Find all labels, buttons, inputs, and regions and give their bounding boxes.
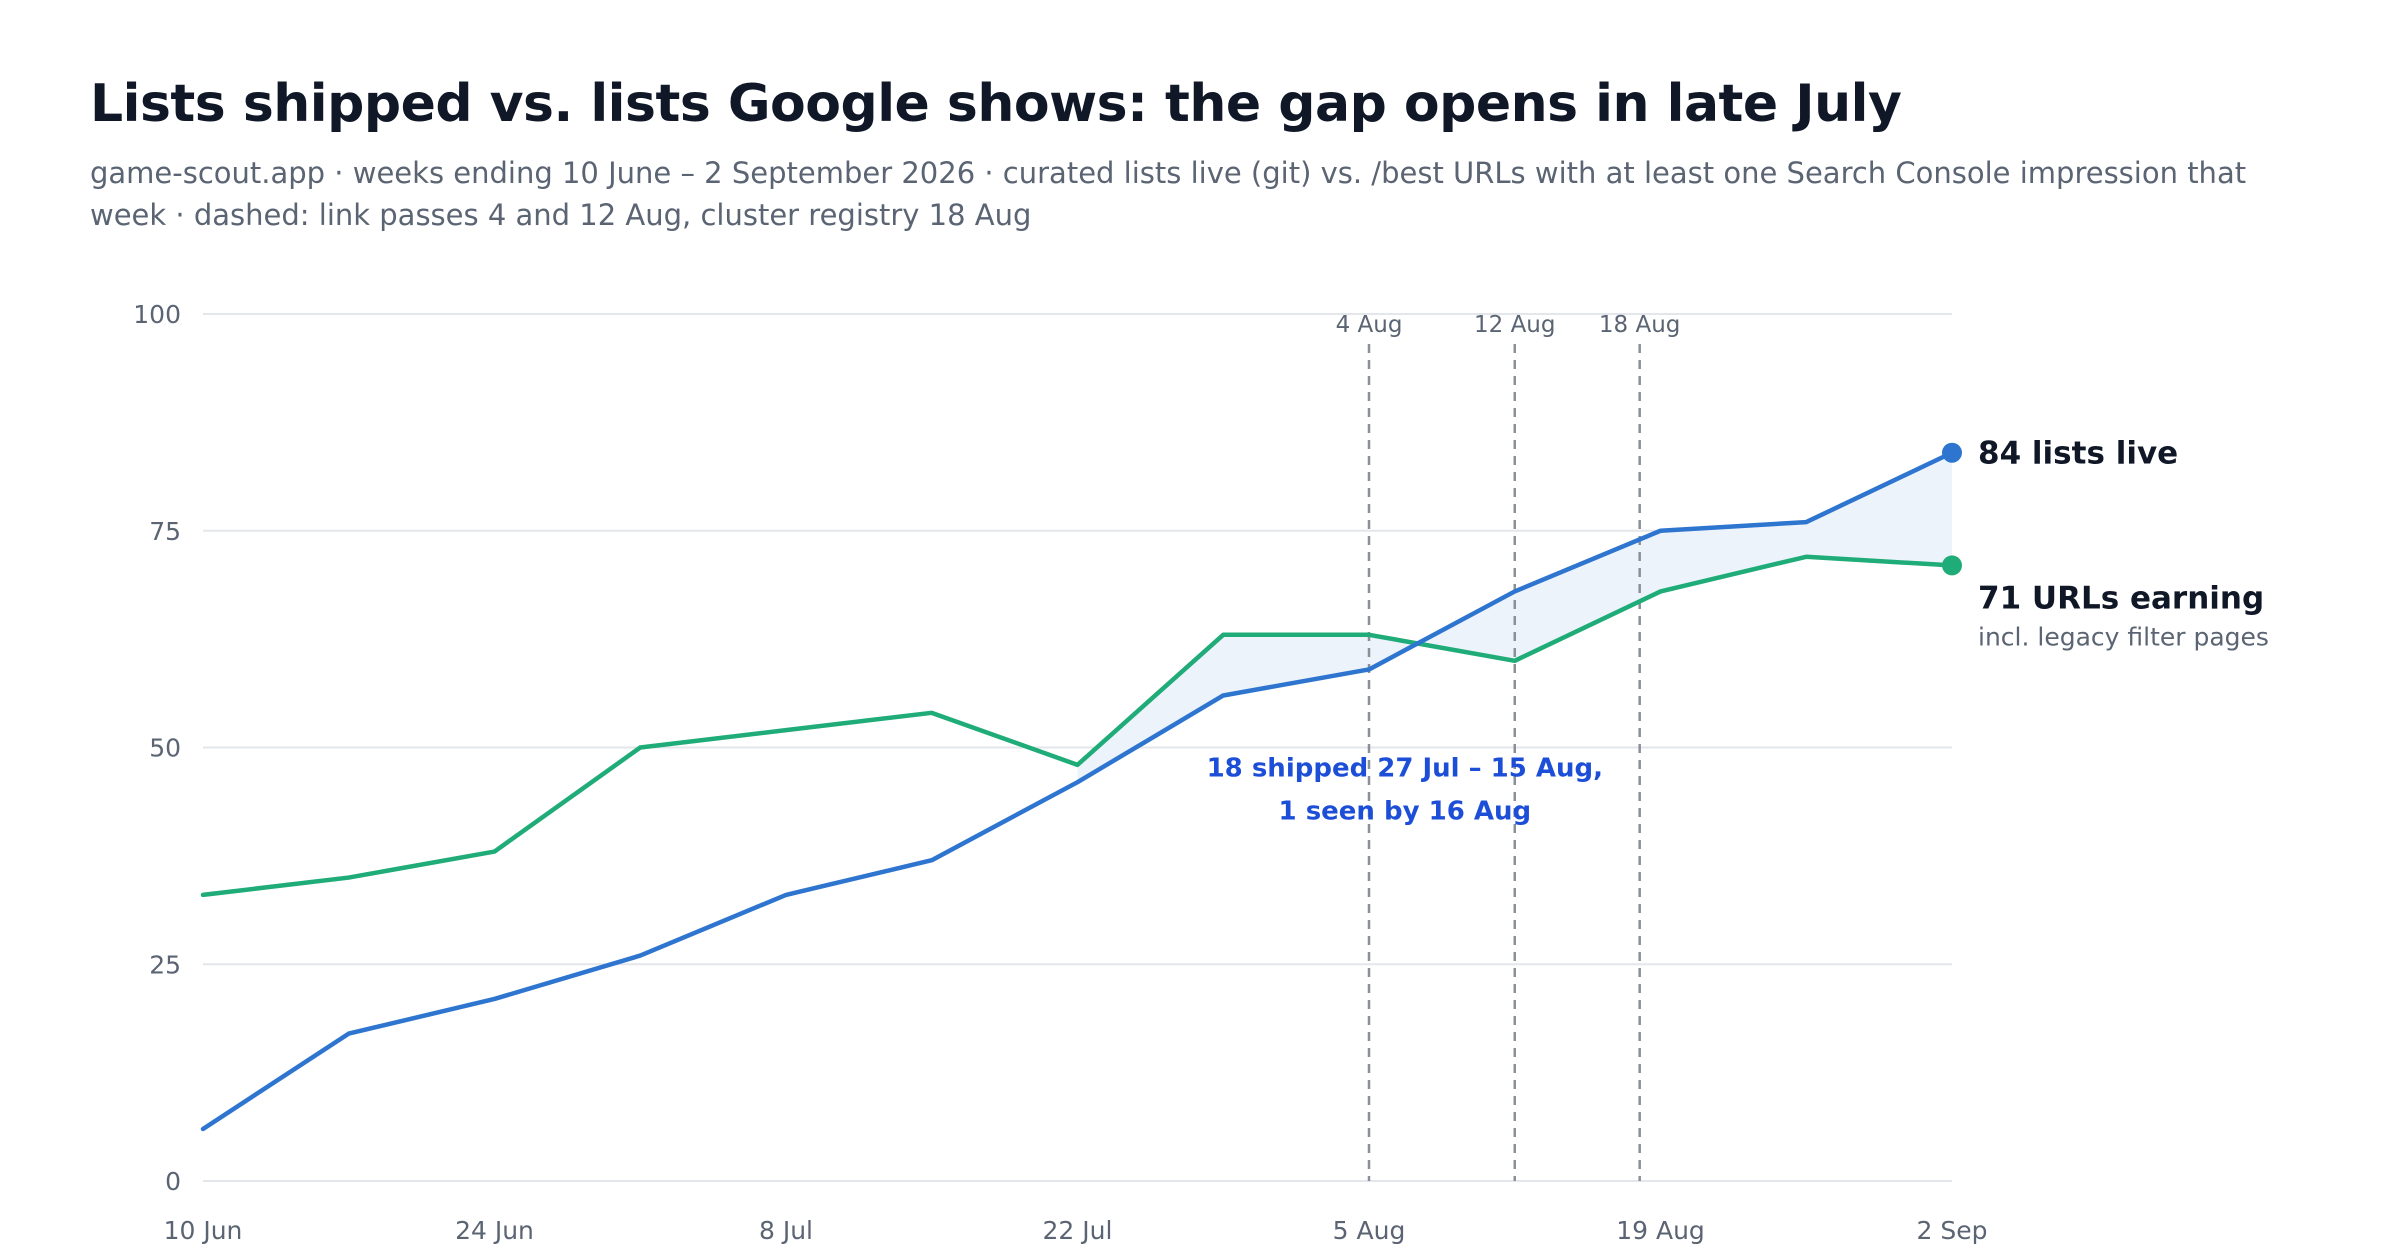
- annotation-line: 1 seen by 16 Aug: [1279, 797, 1532, 827]
- event-label: 4 Aug: [1336, 312, 1403, 338]
- x-tick-label: 24 Jun: [455, 1216, 534, 1245]
- series-line-earning: [200, 554, 1955, 898]
- series-line-live: [200, 450, 1955, 1132]
- y-tick-label: 25: [149, 950, 181, 979]
- end-point-earning: [1942, 555, 1962, 576]
- end-label-live: 84 lists live: [1978, 436, 2178, 472]
- event-label: 18 Aug: [1599, 312, 1681, 338]
- end-sublabel-earning: incl. legacy filter pages: [1978, 622, 2269, 651]
- x-tick-label: 10 Jun: [164, 1216, 243, 1245]
- y-tick-label: 0: [165, 1167, 181, 1196]
- x-tick-label: 2 Sep: [1917, 1216, 1988, 1245]
- x-tick-label: 8 Jul: [759, 1216, 813, 1245]
- event-markers: [1367, 344, 1641, 1181]
- chart-labels: 0 25 50 75 100 10 Jun 24 Jun 8 Jul 22 Jul 5 Aug 19…: [133, 300, 2269, 1245]
- y-tick-label: 100: [133, 300, 181, 329]
- chart-title: Lists shipped vs. lists Google shows: th…: [90, 74, 1902, 134]
- x-tick-label: 5 Aug: [1333, 1216, 1406, 1245]
- annotation-line: 18 shipped 27 Jul – 15 Aug,: [1207, 754, 1603, 784]
- end-points: [1942, 442, 1962, 576]
- grid-lines: [203, 313, 1952, 1182]
- x-tick-label: 19 Aug: [1616, 1216, 1705, 1245]
- event-label: 12 Aug: [1474, 312, 1556, 338]
- end-label-earning: 71 URLs earning: [1978, 580, 2264, 616]
- chart-subtitle: game-scout.app · weeks ending 10 June – …: [90, 156, 2247, 232]
- x-tick-label: 22 Jul: [1043, 1216, 1113, 1245]
- y-tick-label: 50: [149, 734, 181, 763]
- series-lines: [200, 450, 1955, 1132]
- end-point-live: [1942, 442, 1962, 463]
- y-tick-label: 75: [149, 517, 181, 546]
